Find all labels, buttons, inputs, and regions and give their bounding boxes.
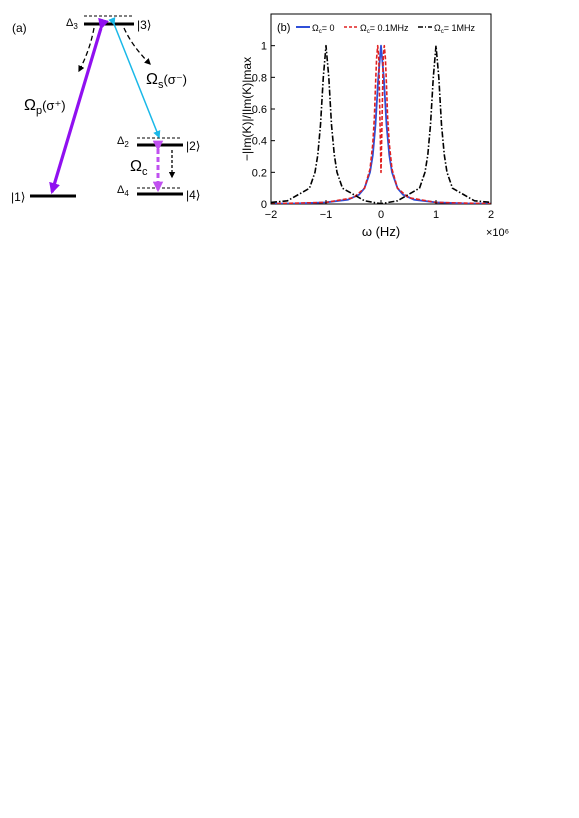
signal-field-label: Ωs(σ⁻) xyxy=(146,71,187,91)
level-3-label: |3⟩ xyxy=(137,18,151,32)
y-tick-label-1: 0.2 xyxy=(252,167,267,179)
probe-field-arrow xyxy=(49,17,109,195)
y-axis-label: −|Im(K)|/|Im(K)|max xyxy=(240,57,254,161)
y-tick-label-4: 0.8 xyxy=(252,72,267,84)
y-tick-label-2: 0.4 xyxy=(252,136,267,148)
y-tick-label-0: 0 xyxy=(261,199,267,211)
panel-b-label: (b) xyxy=(277,22,290,34)
decay-arrow-left xyxy=(78,27,95,73)
x-tick-label-0: −2 xyxy=(265,209,278,221)
legend-label-1: Ωc= 0.1MHz xyxy=(360,23,409,35)
x-tick-label-3: 1 xyxy=(433,209,439,221)
series-line-0 xyxy=(271,44,491,204)
series-line-2 xyxy=(271,44,491,204)
delta-4-label: Δ4 xyxy=(117,184,129,198)
level-4-label: |4⟩ xyxy=(186,188,200,202)
level-1-label: |1⟩ xyxy=(11,190,25,204)
level-2-label: |2⟩ xyxy=(186,139,200,153)
x-tick-label-1: −1 xyxy=(320,209,333,221)
control-field-label: Ωc xyxy=(130,158,148,178)
delta-2-label: Δ2 xyxy=(117,135,129,149)
series-line-1 xyxy=(271,44,491,204)
panel-a-label: (a) xyxy=(12,21,27,35)
spectrum-plot: −2 −1 0 1 2 0 0.2 0.4 0.6 0.8 1 (b) Ωc= 0 Ωc= 0.1M… xyxy=(240,13,509,239)
x-multiplier: ×10⁶ xyxy=(486,227,509,239)
level-diagram: (a) |3⟩ Δ3 |1⟩ |2⟩ Δ2 |4⟩ Δ4 Ωp(σ⁺) Ωs(σ… xyxy=(11,15,200,204)
signal-field-arrow xyxy=(108,17,161,139)
probe-field-label: Ωp(σ⁺) xyxy=(24,97,66,117)
x-tick-label-2: 0 xyxy=(378,209,384,221)
plot-frame xyxy=(270,13,492,205)
x-tick-label-4: 2 xyxy=(488,209,494,221)
y-tick-label-5: 1 xyxy=(261,41,267,53)
delta-3-label: Δ3 xyxy=(66,17,78,31)
legend-label-0: Ωc= 0 xyxy=(312,23,335,35)
legend: Ωc= 0 Ωc= 0.1MHz Ωc= 1MHz xyxy=(296,23,475,35)
legend-label-2: Ωc= 1MHz xyxy=(434,23,475,35)
y-tick-label-3: 0.6 xyxy=(252,104,267,116)
figure: (a) |3⟩ Δ3 |1⟩ |2⟩ Δ2 |4⟩ Δ4 Ωp(σ⁺) Ωs(σ… xyxy=(0,0,579,260)
x-axis-label: ω (Hz) xyxy=(362,224,400,239)
